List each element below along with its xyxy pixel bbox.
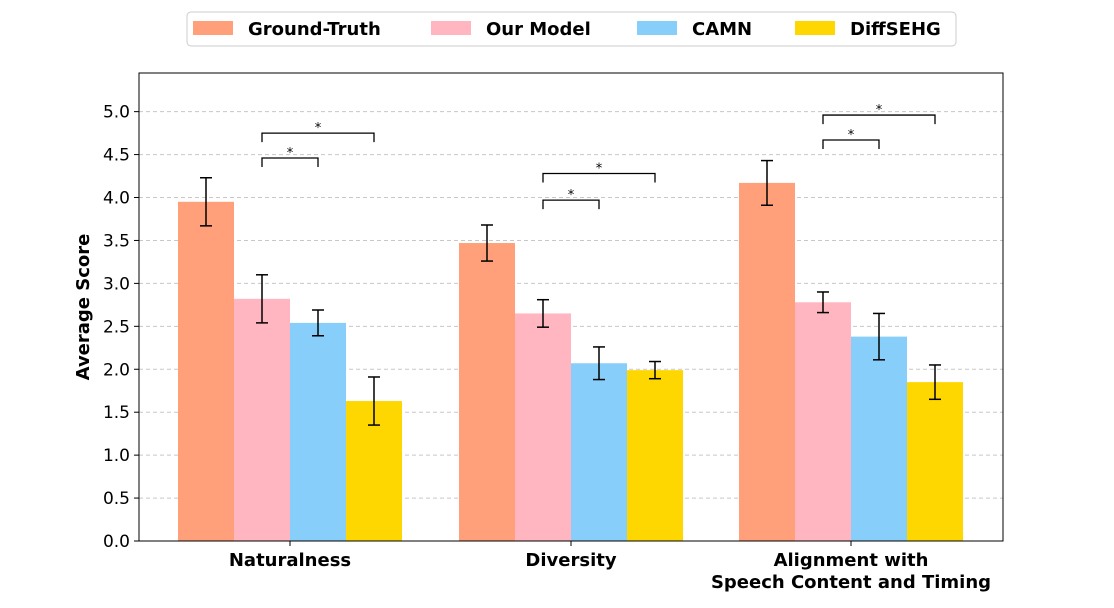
bar-diffsehg-2 (907, 382, 963, 541)
y-tick-label: 1.5 (103, 403, 130, 423)
bar-our-model-1 (515, 313, 571, 541)
bar-camn-0 (290, 322, 346, 541)
bar-our-model-0 (234, 298, 290, 541)
y-tick-label: 2.5 (103, 317, 130, 337)
bar-camn-1 (571, 363, 627, 541)
significance-bracket (542, 199, 600, 210)
significance-bracket (542, 172, 656, 183)
y-tick-label: 0.5 (103, 489, 130, 509)
y-tick-label: 2.0 (103, 360, 130, 380)
y-tick-label: 4.0 (103, 189, 130, 209)
legend-swatch-1 (431, 21, 471, 35)
x-category-label: Naturalness (229, 550, 351, 571)
y-axis-label: Average Score (73, 234, 94, 381)
bar-ground-truth-2 (739, 182, 795, 542)
bar-diffsehg-1 (627, 370, 683, 541)
bar-our-model-2 (795, 302, 851, 541)
significance-bracket (822, 139, 880, 149)
significance-star: * (315, 121, 322, 136)
legend-swatch-0 (193, 21, 233, 35)
x-category-label: Diversity (525, 550, 616, 571)
legend-label: Ground-Truth (248, 19, 381, 40)
significance-bracket (261, 132, 375, 143)
y-tick-label: 5.0 (103, 103, 130, 123)
y-tick-label: 3.0 (103, 274, 130, 294)
y-tick-label: 4.5 (103, 146, 130, 166)
significance-bracket (822, 114, 936, 125)
significance-star: * (568, 188, 575, 203)
legend-label: CAMN (692, 19, 752, 40)
bar-camn-2 (851, 336, 907, 541)
bar-ground-truth-1 (459, 243, 515, 541)
legend-box (186, 11, 957, 47)
legend-swatch-2 (637, 21, 677, 35)
legend-label: Our Model (486, 19, 591, 40)
x-category-label: Alignment with (774, 550, 929, 571)
x-category-label: Speech Content and Timing (711, 572, 991, 593)
y-tick-label: 3.5 (103, 231, 130, 251)
significance-star: * (596, 161, 603, 176)
legend-label: DiffSEHG (850, 19, 941, 40)
significance-star: * (287, 146, 294, 161)
y-tick-label: 1.0 (103, 446, 130, 466)
bar-ground-truth-0 (178, 201, 234, 541)
significance-bracket (261, 157, 319, 168)
y-tick-label: 0.0 (103, 532, 130, 552)
significance-star: * (848, 128, 855, 143)
legend-swatch-3 (795, 21, 835, 35)
significance-star: * (876, 103, 883, 118)
